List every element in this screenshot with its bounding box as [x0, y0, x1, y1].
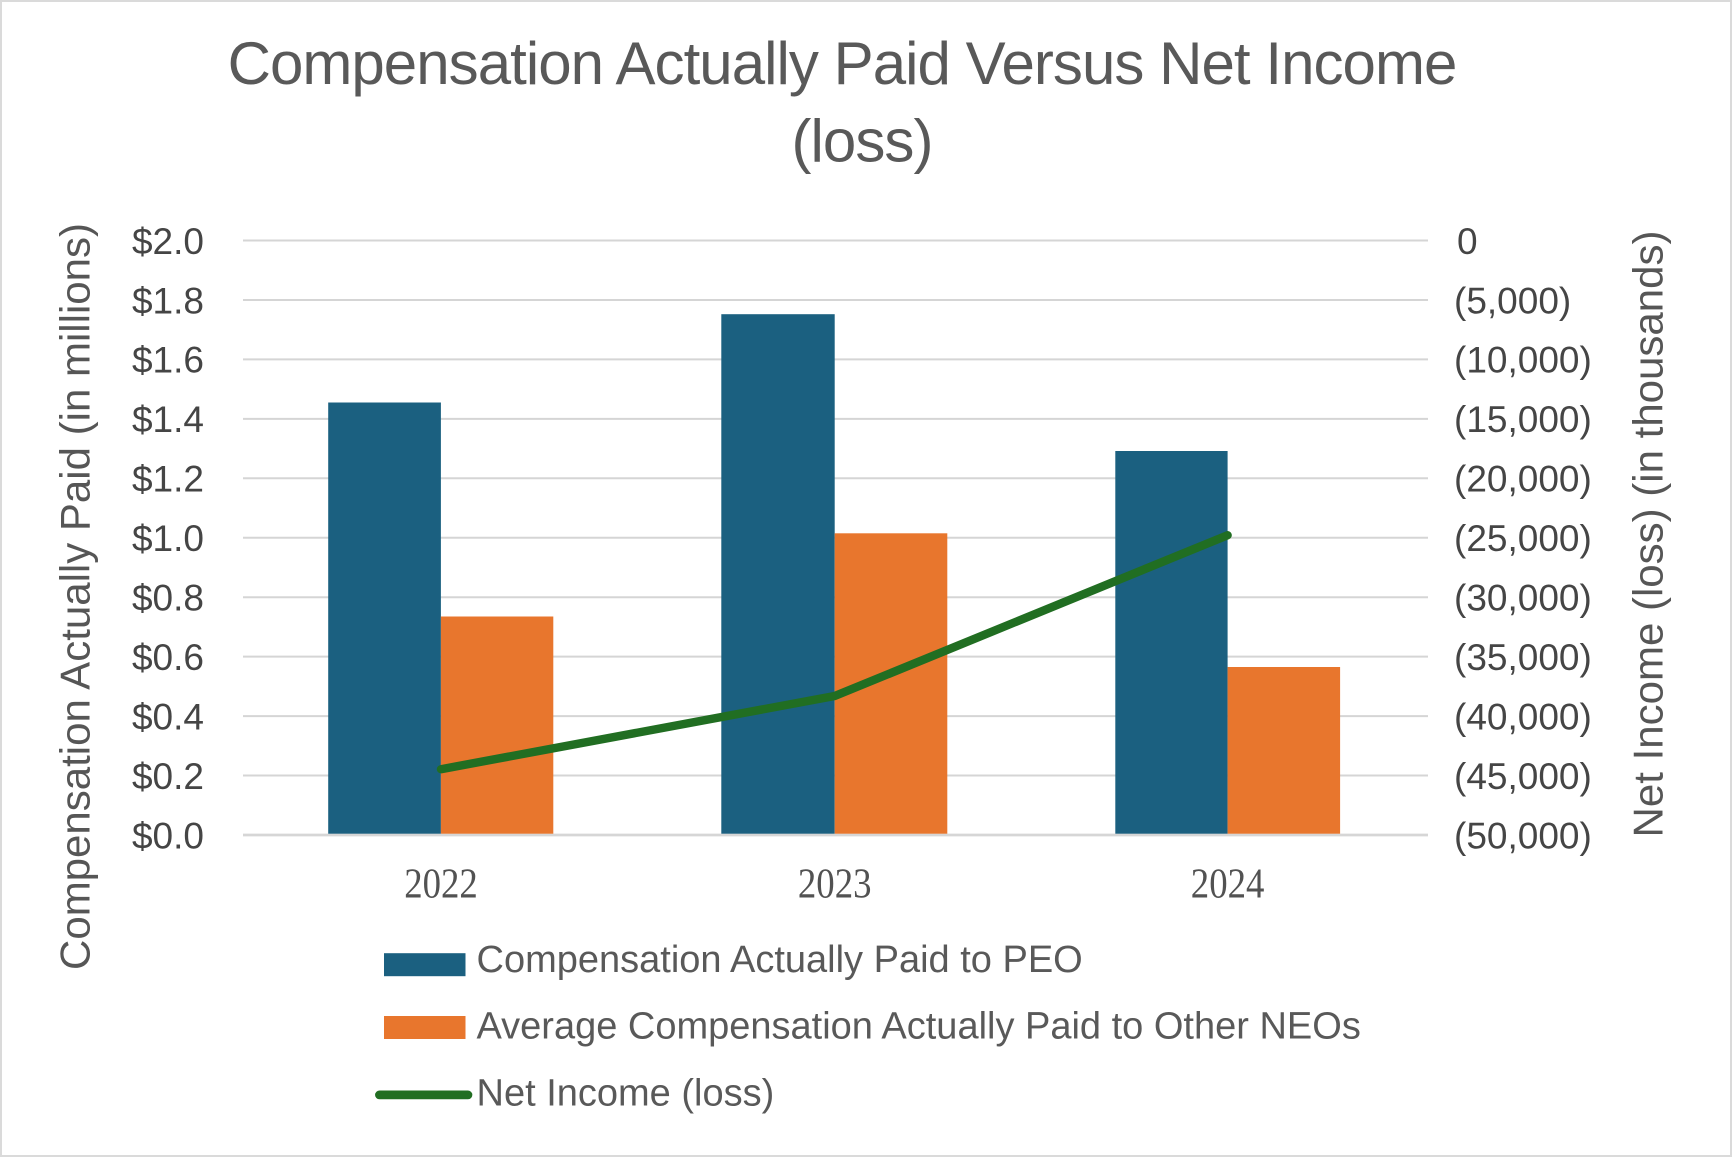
svg-text:2023: 2023 [798, 859, 872, 907]
svg-text:$2.0: $2.0 [132, 221, 204, 262]
svg-text:(loss): (loss) [792, 107, 933, 174]
svg-text:2022: 2022 [404, 859, 478, 907]
svg-text:2024: 2024 [1191, 859, 1265, 907]
svg-text:(40,000): (40,000) [1454, 696, 1592, 737]
svg-text:(10,000): (10,000) [1454, 340, 1592, 381]
svg-text:(35,000): (35,000) [1454, 637, 1592, 678]
svg-text:0: 0 [1457, 221, 1478, 262]
svg-text:$0.0: $0.0 [132, 815, 204, 856]
svg-text:Compensation Actually Paid (in: Compensation Actually Paid (in millions) [52, 223, 99, 970]
svg-text:Net Income (loss) (in thousand: Net Income (loss) (in thousands) [1625, 231, 1672, 838]
svg-text:$1.4: $1.4 [132, 399, 204, 440]
svg-text:$1.2: $1.2 [132, 459, 204, 500]
svg-text:$0.6: $0.6 [132, 637, 204, 678]
svg-text:(20,000): (20,000) [1454, 459, 1592, 500]
svg-text:Net Income (loss): Net Income (loss) [477, 1073, 775, 1115]
svg-text:$0.8: $0.8 [132, 578, 204, 619]
svg-text:Compensation Actually Paid to: Compensation Actually Paid to PEO [477, 939, 1083, 981]
svg-text:$1.6: $1.6 [132, 340, 204, 381]
svg-text:$1.0: $1.0 [132, 518, 204, 559]
svg-text:(15,000): (15,000) [1454, 399, 1592, 440]
svg-text:(50,000): (50,000) [1454, 815, 1592, 856]
svg-text:Compensation Actually Paid Ver: Compensation Actually Paid Versus Net In… [228, 30, 1457, 97]
svg-text:(25,000): (25,000) [1454, 518, 1592, 559]
svg-text:$1.8: $1.8 [132, 280, 204, 321]
svg-text:Average Compensation Actually: Average Compensation Actually Paid to Ot… [477, 1006, 1361, 1048]
svg-text:(45,000): (45,000) [1454, 756, 1592, 797]
svg-text:(5,000): (5,000) [1454, 280, 1571, 321]
svg-text:$0.4: $0.4 [132, 696, 204, 737]
svg-text:(30,000): (30,000) [1454, 578, 1592, 619]
svg-text:$0.2: $0.2 [132, 756, 204, 797]
